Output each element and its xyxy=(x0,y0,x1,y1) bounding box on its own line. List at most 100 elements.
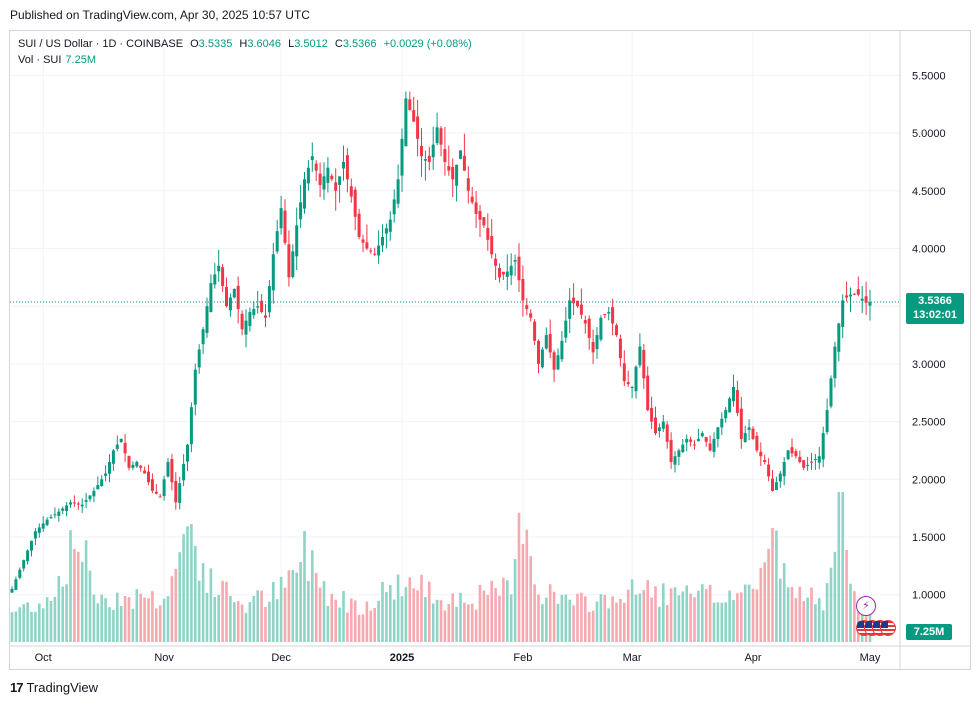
volume-bar xyxy=(135,589,139,642)
volume-bar xyxy=(307,580,310,642)
candle-body xyxy=(494,258,498,266)
candle-body xyxy=(18,569,22,578)
brand-name[interactable]: TradingView xyxy=(26,680,99,695)
volume-bar xyxy=(443,610,447,642)
candle-body xyxy=(381,236,384,246)
volume-bar xyxy=(459,592,462,642)
candle-body xyxy=(739,408,743,439)
candle-body xyxy=(564,320,568,338)
candle-body xyxy=(314,163,318,171)
volume-bar xyxy=(728,590,731,642)
volume-bar xyxy=(525,529,529,642)
volume-bar xyxy=(412,588,415,642)
price-tick-label: 3.0000 xyxy=(912,359,946,371)
ohlc-row: SUI / US Dollar · 1D · COINBASE O3.5335 … xyxy=(18,36,472,52)
candle-body xyxy=(377,245,381,256)
candle-body xyxy=(447,166,451,171)
volume-bar xyxy=(747,584,751,642)
candle-body xyxy=(158,496,162,498)
close-label: C xyxy=(334,38,343,50)
candle-body xyxy=(388,219,392,232)
volume-bar xyxy=(708,584,712,642)
volume-bar xyxy=(576,593,579,642)
candle-body xyxy=(108,461,111,474)
volume-bar xyxy=(80,561,84,642)
symbol-label[interactable]: SUI / US Dollar · 1D · COINBASE xyxy=(18,38,184,50)
time-tick-label: 2025 xyxy=(390,652,414,664)
volume-bar xyxy=(162,598,166,642)
candle-body xyxy=(111,450,115,464)
volume-bar xyxy=(837,492,841,642)
volume-bar xyxy=(221,580,224,642)
volume-bar xyxy=(821,610,825,642)
time-tick-label: Nov xyxy=(154,652,174,664)
volume-bar xyxy=(158,605,162,642)
candle-body xyxy=(451,167,455,180)
candle-body xyxy=(170,459,174,483)
volume-bar xyxy=(57,576,61,642)
candle-body xyxy=(92,490,96,497)
candle-body xyxy=(552,352,556,370)
candle-body xyxy=(462,155,466,171)
volume-bar xyxy=(322,581,326,642)
volume-bar xyxy=(100,594,103,642)
volume-bar xyxy=(194,545,197,642)
volume-bar xyxy=(587,611,591,642)
price-tick-label: 5.5000 xyxy=(912,70,946,82)
last-price: 3.5366 xyxy=(918,295,952,307)
candle-body xyxy=(583,320,587,324)
volume-bar xyxy=(490,580,493,642)
candle-body xyxy=(100,479,104,487)
candle-body xyxy=(345,155,349,180)
volume-bar xyxy=(506,580,509,642)
volume-bar xyxy=(69,530,72,642)
candle-body xyxy=(704,437,708,442)
volume-bar xyxy=(502,577,505,642)
volume-bar xyxy=(599,594,603,642)
candle-body xyxy=(37,527,41,533)
volume-bar xyxy=(14,611,18,642)
last-volume-tag: 7.25M xyxy=(906,624,952,640)
volume-bar xyxy=(763,562,766,642)
price-tick-label: 2.0000 xyxy=(912,474,946,486)
us-flag-icon[interactable] xyxy=(880,620,896,636)
chart-frame[interactable] xyxy=(9,30,971,670)
candle-body xyxy=(404,98,408,147)
candle-body xyxy=(225,287,228,307)
volume-bar xyxy=(291,570,295,642)
volume-bar xyxy=(673,587,677,642)
volume-bar xyxy=(353,600,357,642)
volume-bar xyxy=(724,602,727,642)
volume-bar xyxy=(428,581,431,642)
price-tick-label: 5.0000 xyxy=(912,128,946,140)
volume-bar xyxy=(467,604,470,642)
candle-body xyxy=(517,256,521,281)
volume-bar xyxy=(794,598,798,642)
volume-label[interactable]: Vol · SUI xyxy=(18,54,62,66)
volume-bar xyxy=(256,590,259,642)
candle-body xyxy=(587,318,591,338)
candle-body xyxy=(509,265,513,276)
time-tick-label: Mar xyxy=(623,652,642,664)
volume-bar xyxy=(65,584,68,642)
tradingview-logo-icon[interactable]: 17 xyxy=(10,680,24,695)
candle-body xyxy=(65,505,69,512)
volume-bar xyxy=(537,594,540,642)
candle-body xyxy=(665,424,669,442)
volume-bar xyxy=(104,598,107,642)
candle-body xyxy=(271,254,275,291)
volume-bar xyxy=(775,530,778,642)
candle-body xyxy=(353,189,357,217)
candle-body xyxy=(80,504,84,507)
open-value: 3.5335 xyxy=(198,38,233,50)
volume-bar xyxy=(595,601,599,642)
candle-body xyxy=(735,390,739,413)
volume-bar xyxy=(470,603,474,642)
high-value: 3.6046 xyxy=(247,38,281,50)
lightning-icon[interactable]: ⚡ xyxy=(856,596,876,616)
candle-body xyxy=(88,495,92,500)
volume-bar xyxy=(849,583,852,642)
candle-body xyxy=(759,451,763,457)
candle-body xyxy=(455,164,459,186)
